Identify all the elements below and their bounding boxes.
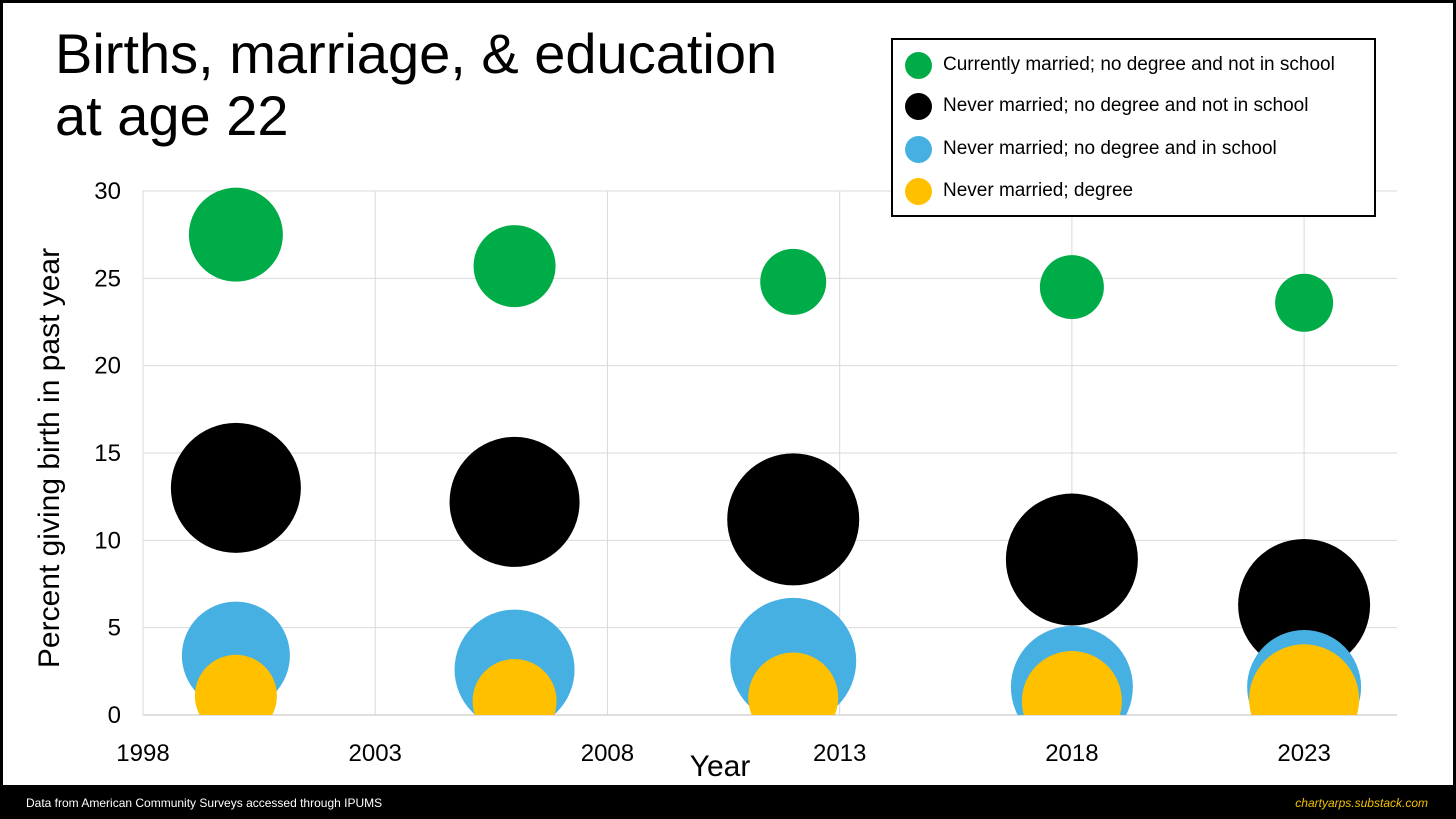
- legend-label: Currently married; no degree and not in …: [943, 54, 1335, 75]
- bubble-series-1-point: [1275, 273, 1334, 332]
- footer-source: Data from American Community Surveys acc…: [26, 796, 383, 810]
- footer-credit-link[interactable]: chartyarps.substack.com: [1295, 796, 1428, 810]
- legend-label: Never married; no degree and in school: [943, 138, 1277, 159]
- legend-item-never-married-degree: Never married; degree: [905, 176, 1133, 206]
- x-tick-label: 2018: [1045, 740, 1098, 767]
- chart-title-line-1: Births, marriage, & education: [55, 22, 778, 85]
- y-tick-label: 5: [108, 615, 121, 642]
- bubble-series-4-point: [472, 659, 557, 715]
- bubble-series-4-point: [194, 654, 277, 715]
- bubble-chart: 0 5 10 15 20 25 30 1998 2003 2008 2013 2018 2023 Yea…: [33, 178, 1397, 783]
- x-tick-label: 2013: [813, 740, 866, 767]
- bubble-series-2-point: [449, 436, 580, 567]
- legend-item-never-married-no-degree: Never married; no degree and not in scho…: [905, 91, 1308, 121]
- legend-swatch-green: [905, 51, 932, 79]
- bubble-series-1-point: [1039, 255, 1104, 320]
- bubbles: [170, 187, 1371, 715]
- y-tick-label: 25: [94, 265, 121, 292]
- bubble-series-2-point: [1005, 493, 1138, 626]
- chart-title: Births, marriage, & education at age 22: [55, 23, 875, 147]
- legend-item-never-married-in-school: Never married; no degree and in school: [905, 134, 1277, 164]
- y-tick-label: 10: [94, 527, 121, 554]
- legend: Currently married; no degree and not in …: [891, 38, 1376, 217]
- x-axis-label: Year: [690, 750, 751, 783]
- bubble-series-1-point: [760, 248, 827, 315]
- bubble-series-4-point: [1249, 644, 1360, 715]
- y-axis-label: Percent giving birth in past year: [33, 248, 66, 668]
- y-tick-label: 15: [94, 440, 121, 467]
- bubble-series-2-point: [727, 453, 860, 586]
- bubble-series-4-point: [1021, 651, 1122, 715]
- legend-swatch-black: [905, 92, 932, 120]
- y-tick-label: 20: [94, 353, 121, 380]
- bubble-series-4-point: [748, 652, 839, 715]
- x-tick-label: 2003: [349, 740, 402, 767]
- legend-swatch-blue: [905, 135, 932, 163]
- slide: Births, marriage, & education at age 22 …: [3, 3, 1453, 785]
- bubble-series-2-point: [1238, 538, 1371, 671]
- chart-title-line-2: at age 22: [55, 84, 289, 147]
- legend-swatch-yellow: [905, 177, 932, 205]
- x-tick-label: 2008: [581, 740, 634, 767]
- bubble-series-1-point: [473, 225, 556, 308]
- y-tick-label: 30: [94, 178, 121, 205]
- legend-label: Never married; degree: [943, 180, 1134, 201]
- y-tick-label: 0: [108, 702, 121, 729]
- bubble-series-2-point: [170, 422, 301, 553]
- legend-item-married-no-degree: Currently married; no degree and not in …: [905, 50, 1335, 80]
- footer: Data from American Community Surveys acc…: [0, 786, 1456, 819]
- bubble-series-1-point: [188, 187, 283, 282]
- legend-label: Never married; no degree and not in scho…: [943, 95, 1309, 116]
- x-tick-label: 1998: [116, 740, 169, 767]
- axes: 0 5 10 15 20 25 30 1998 2003 2008 2013 2018 2023: [94, 178, 1331, 767]
- x-tick-label: 2023: [1277, 740, 1330, 767]
